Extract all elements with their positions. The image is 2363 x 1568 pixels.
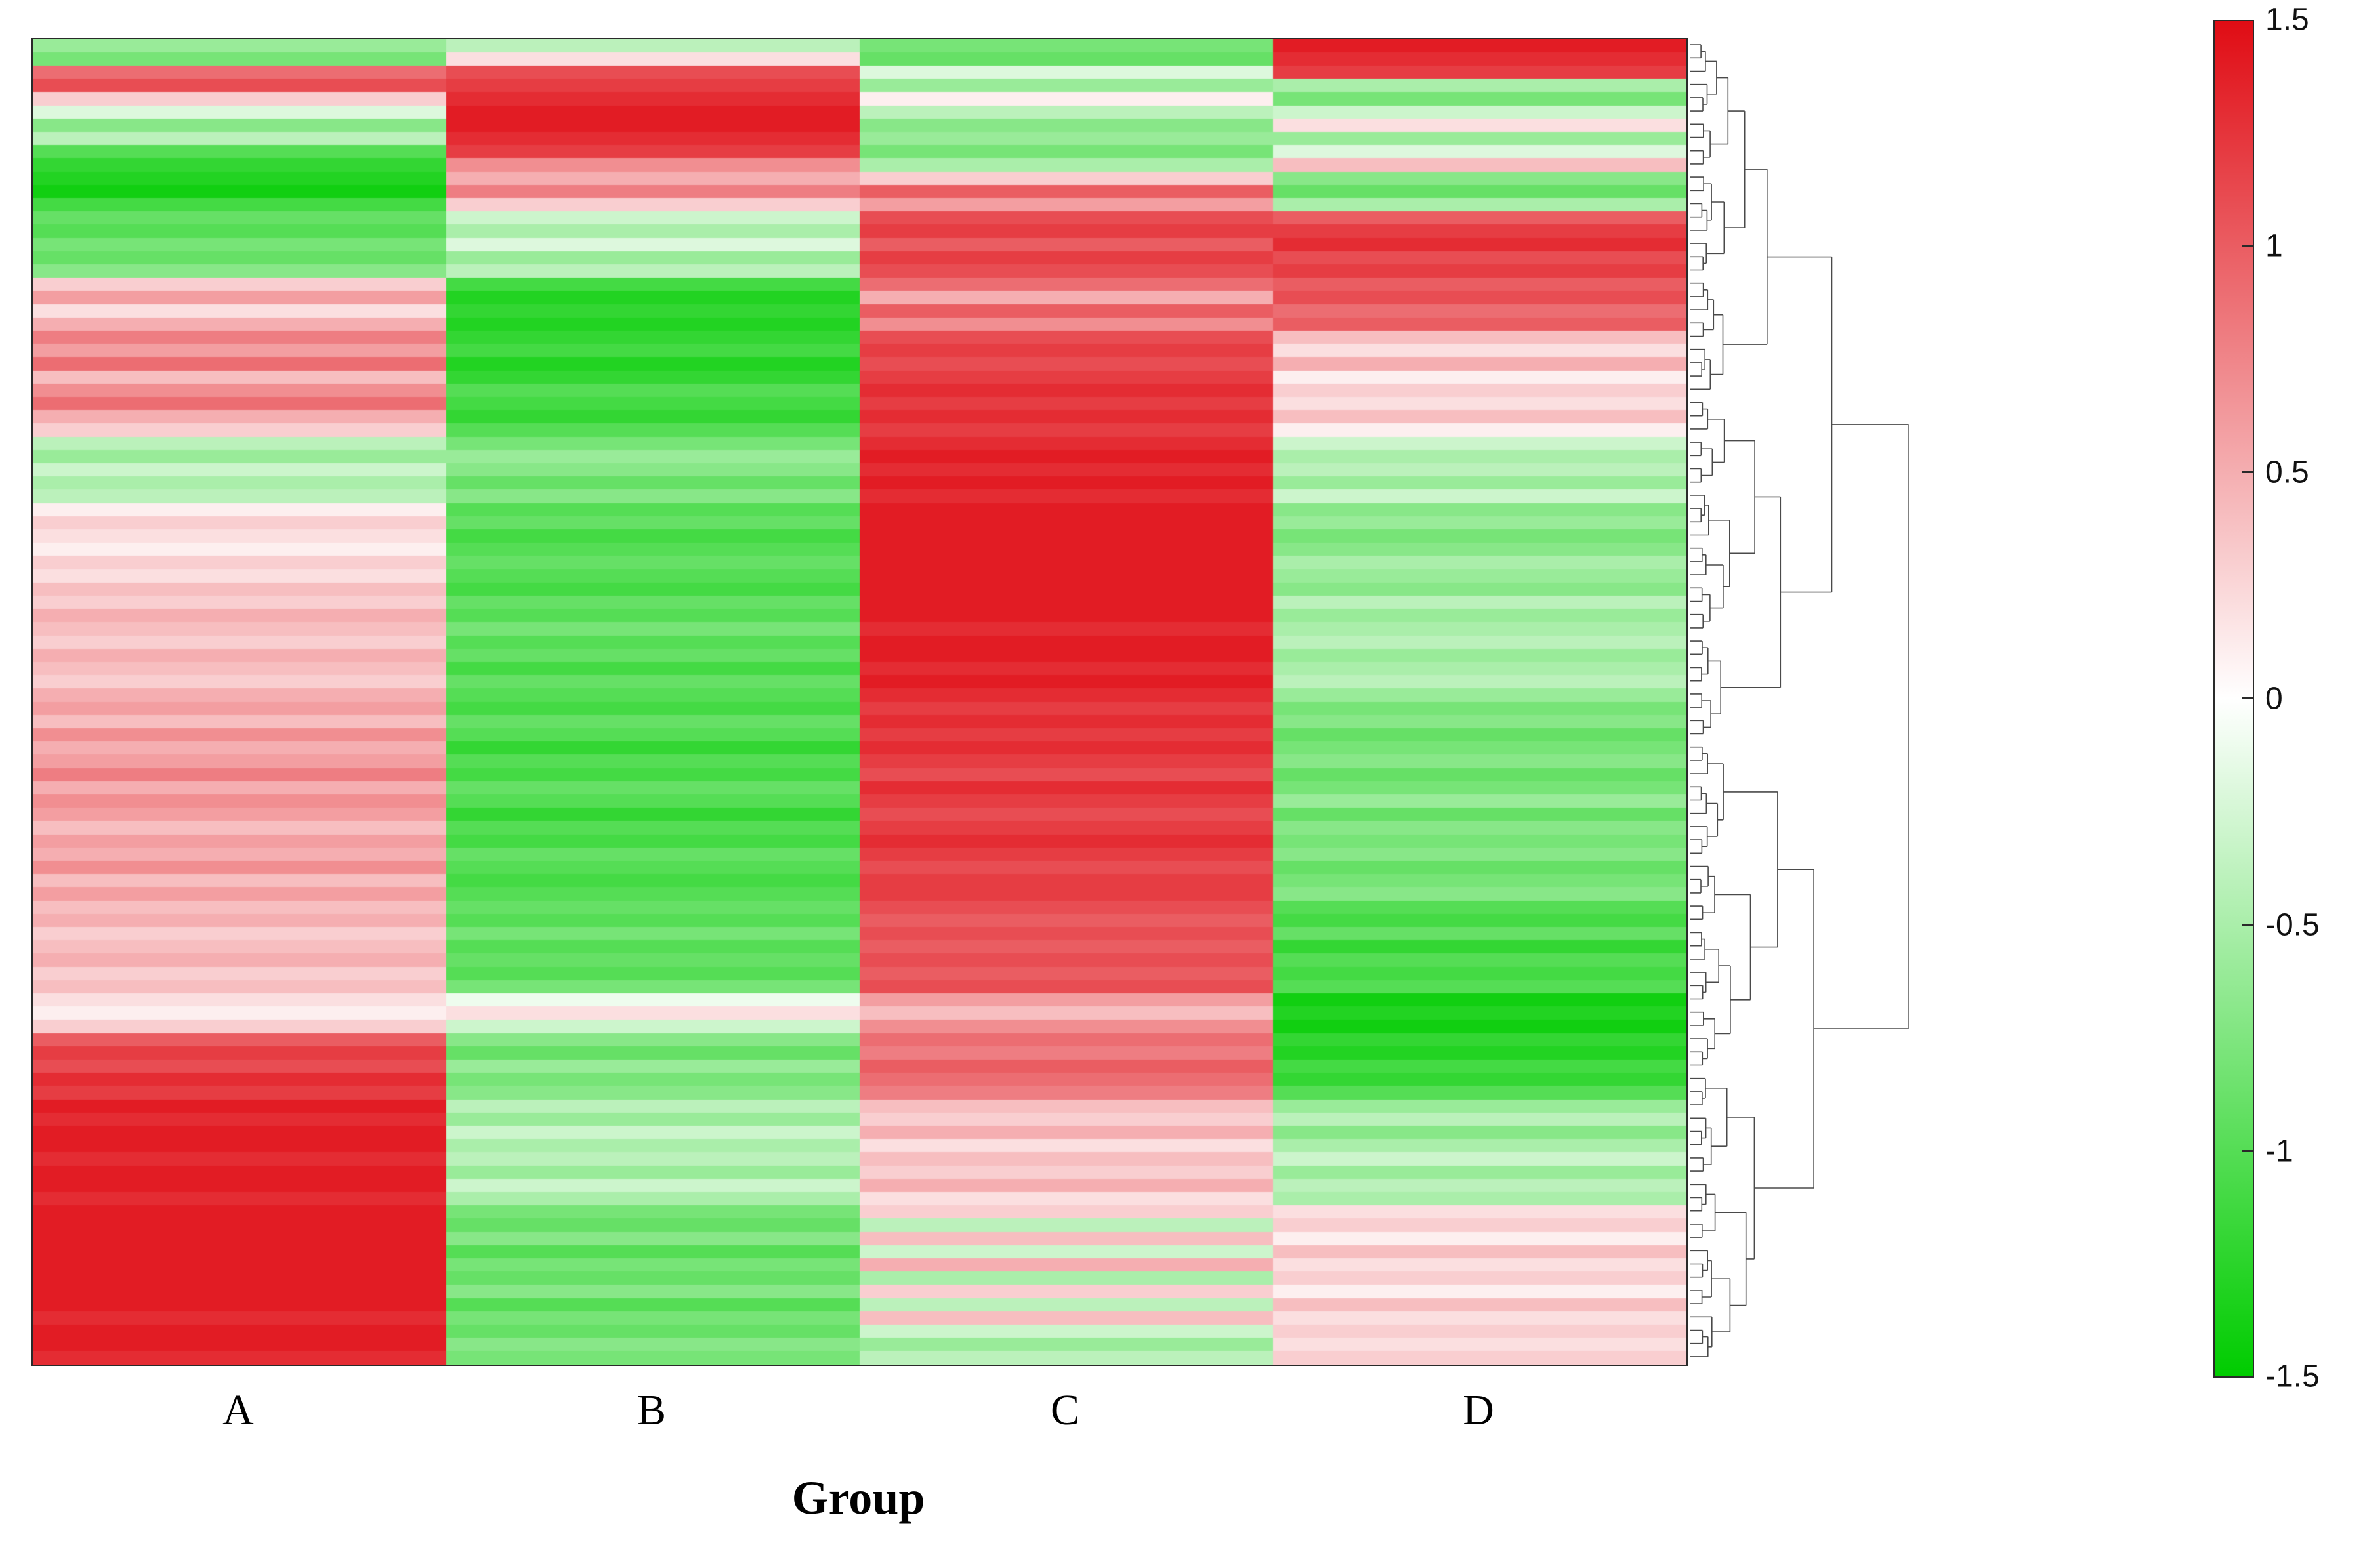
colorbar-tick-label: 1.5 bbox=[2265, 2, 2309, 37]
colorbar-tick-label: 1 bbox=[2265, 228, 2283, 264]
x-axis-title: Group bbox=[791, 1472, 925, 1524]
dendrogram bbox=[1690, 44, 1909, 1357]
colorbar-tick-mark bbox=[2242, 697, 2254, 699]
x-tick-label-d: D bbox=[1463, 1386, 1494, 1434]
x-tick-label-b: B bbox=[637, 1386, 667, 1434]
heatmap-panel bbox=[31, 38, 1688, 1366]
colorbar-tick-label: -0.5 bbox=[2265, 907, 2320, 943]
colorbar-tick-mark bbox=[2242, 245, 2254, 247]
colorbar-tick-label: 0 bbox=[2265, 681, 2283, 716]
x-tick-label-a: A bbox=[222, 1386, 254, 1434]
colorbar-tick-label: -1.5 bbox=[2265, 1359, 2320, 1394]
colorbar-tick-mark bbox=[2242, 471, 2254, 473]
colorbar-tick-mark bbox=[2242, 1150, 2254, 1152]
colorbar-tick-label: -1 bbox=[2265, 1134, 2293, 1169]
heatmap bbox=[33, 39, 1686, 1365]
x-tick-label-c: C bbox=[1050, 1386, 1080, 1434]
colorbar-tick-label: 0.5 bbox=[2265, 455, 2309, 490]
colorbar-tick-mark bbox=[2242, 924, 2254, 926]
